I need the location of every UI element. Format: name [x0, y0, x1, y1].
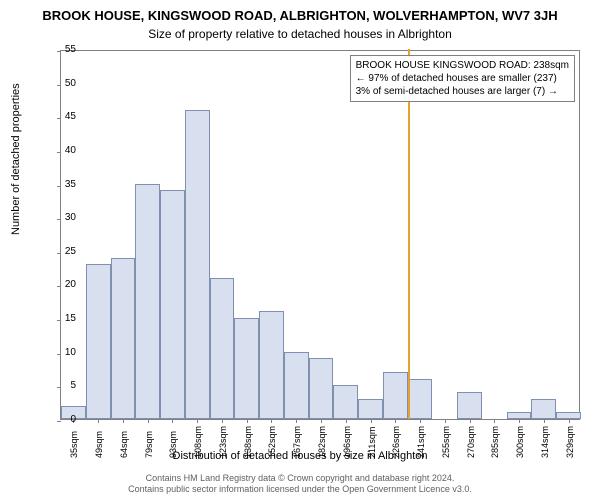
histogram-bar [556, 412, 581, 419]
x-tick-label: 226sqm [391, 426, 401, 458]
x-tick-mark [148, 419, 149, 423]
x-tick-label: 79sqm [144, 431, 154, 458]
histogram-bar [333, 385, 358, 419]
y-tick-label: 25 [46, 246, 76, 257]
info-line-1: BROOK HOUSE KINGSWOOD ROAD: 238sqm [356, 59, 569, 72]
x-tick-label: 285sqm [490, 426, 500, 458]
x-tick-label: 329sqm [565, 426, 575, 458]
y-tick-label: 5 [46, 380, 76, 391]
x-tick-label: 211sqm [367, 427, 377, 458]
x-tick-mark [470, 419, 471, 423]
x-tick-mark [197, 419, 198, 423]
y-tick-label: 55 [46, 44, 76, 55]
info-line-3: 3% of semi-detached houses are larger (7… [356, 85, 569, 98]
x-tick-label: 152sqm [267, 426, 277, 458]
histogram-bar [160, 190, 185, 419]
x-tick-mark [494, 419, 495, 423]
x-tick-mark [346, 419, 347, 423]
info-line-2: ← 97% of detached houses are smaller (23… [356, 72, 569, 85]
histogram-bar [135, 184, 160, 419]
y-tick-label: 30 [46, 212, 76, 223]
x-tick-mark [519, 419, 520, 423]
page-title: BROOK HOUSE, KINGSWOOD ROAD, ALBRIGHTON,… [0, 0, 600, 23]
x-tick-label: 167sqm [292, 426, 302, 458]
histogram-bar [383, 372, 408, 419]
x-tick-label: 241sqm [416, 426, 426, 458]
x-tick-mark [395, 419, 396, 423]
x-tick-mark [296, 419, 297, 423]
x-tick-mark [544, 419, 545, 423]
y-tick-label: 0 [46, 414, 76, 425]
property-info-box: BROOK HOUSE KINGSWOOD ROAD: 238sqm← 97% … [350, 55, 575, 102]
x-tick-mark [271, 419, 272, 423]
x-tick-mark [247, 419, 248, 423]
histogram-bar [234, 318, 259, 419]
x-tick-label: 314sqm [540, 426, 550, 458]
y-tick-label: 10 [46, 347, 76, 358]
histogram-bar [358, 399, 383, 419]
x-tick-mark [420, 419, 421, 423]
histogram-bar [111, 258, 136, 419]
y-tick-label: 20 [46, 279, 76, 290]
histogram-bar [210, 278, 235, 419]
x-tick-mark [569, 419, 570, 423]
x-tick-mark [222, 419, 223, 423]
y-tick-label: 40 [46, 145, 76, 156]
x-tick-label: 49sqm [94, 431, 104, 458]
histogram-bar [185, 110, 210, 419]
x-tick-label: 108sqm [193, 426, 203, 458]
x-tick-label: 270sqm [466, 426, 476, 458]
histogram-bar [309, 358, 334, 419]
x-tick-mark [371, 419, 372, 423]
x-tick-label: 35sqm [69, 431, 79, 458]
y-tick-label: 15 [46, 313, 76, 324]
histogram-bar [507, 412, 532, 419]
histogram-bar [86, 264, 111, 419]
x-tick-mark [123, 419, 124, 423]
y-tick-label: 50 [46, 78, 76, 89]
histogram-bar [531, 399, 556, 419]
x-tick-label: 123sqm [218, 426, 228, 458]
x-tick-label: 300sqm [515, 426, 525, 458]
y-axis-label: Number of detached properties [10, 83, 22, 235]
x-tick-mark [321, 419, 322, 423]
y-tick-label: 45 [46, 111, 76, 122]
x-tick-label: 255sqm [441, 426, 451, 458]
footer-line-1: Contains HM Land Registry data © Crown c… [0, 473, 600, 485]
histogram-chart [60, 50, 580, 420]
x-tick-mark [445, 419, 446, 423]
histogram-bar [408, 379, 433, 419]
footer-text: Contains HM Land Registry data © Crown c… [0, 473, 600, 496]
x-tick-label: 138sqm [243, 426, 253, 458]
x-tick-label: 64sqm [119, 431, 129, 458]
property-marker-line [408, 49, 410, 419]
x-tick-label: 93sqm [168, 431, 178, 458]
x-tick-mark [98, 419, 99, 423]
subtitle: Size of property relative to detached ho… [0, 23, 600, 41]
x-tick-label: 182sqm [317, 426, 327, 458]
footer-line-2: Contains public sector information licen… [0, 484, 600, 496]
histogram-bar [259, 311, 284, 419]
histogram-bar [284, 352, 309, 419]
y-tick-label: 35 [46, 179, 76, 190]
x-tick-mark [172, 419, 173, 423]
histogram-bar [457, 392, 482, 419]
x-tick-label: 196sqm [342, 426, 352, 458]
